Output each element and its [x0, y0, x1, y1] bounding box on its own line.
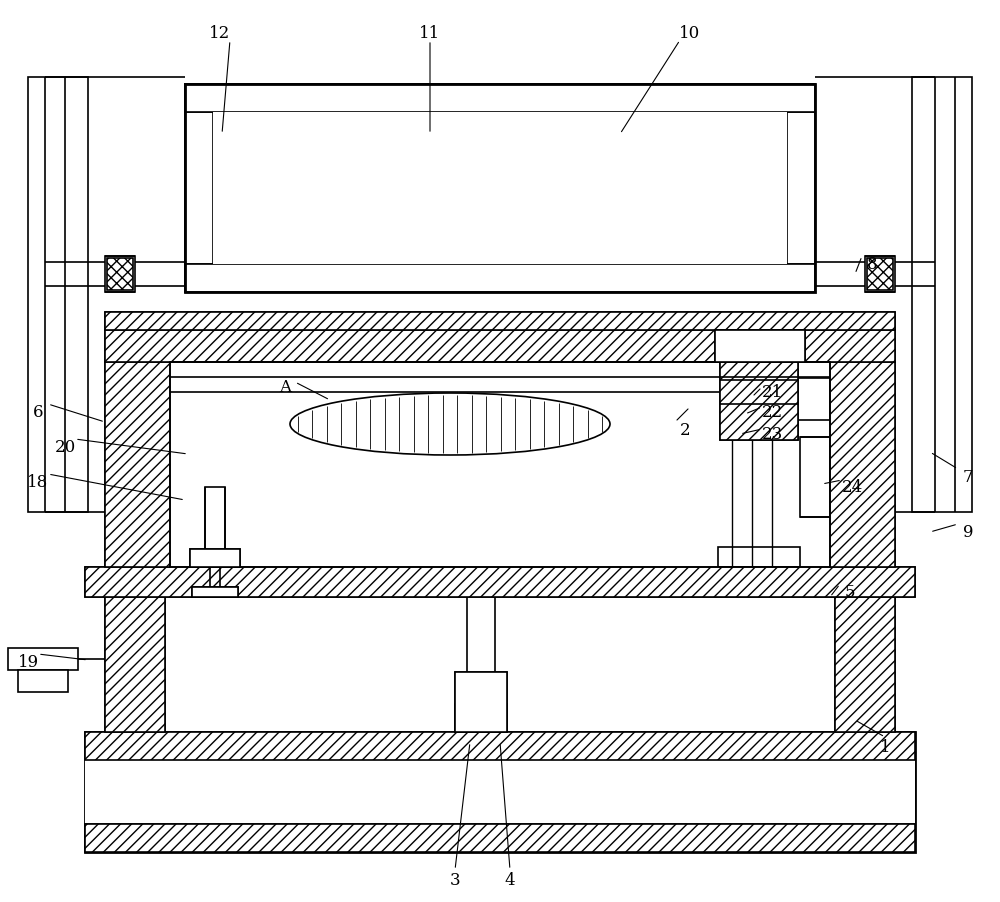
Text: A: A	[279, 379, 291, 396]
Bar	[85, 760, 915, 824]
Bar	[105, 257, 135, 292]
Bar	[800, 437, 830, 518]
Bar	[715, 331, 805, 363]
Bar	[830, 363, 895, 567]
Bar	[105, 597, 165, 732]
Text: 3: 3	[450, 871, 460, 888]
Bar	[105, 313, 895, 331]
Bar	[455, 672, 507, 732]
Text: 22: 22	[761, 404, 783, 421]
Bar	[185, 264, 815, 292]
Text: 7: 7	[963, 469, 973, 486]
Text: 11: 11	[419, 24, 441, 41]
Bar	[865, 257, 895, 292]
Bar	[455, 672, 507, 732]
Bar	[213, 113, 787, 264]
Bar	[28, 78, 88, 512]
Bar	[190, 549, 240, 567]
Text: 8: 8	[867, 256, 877, 273]
Bar	[185, 264, 815, 292]
Bar	[170, 363, 830, 567]
Bar	[830, 363, 895, 567]
Bar	[18, 670, 68, 692]
Bar	[185, 85, 815, 292]
Text: 21: 21	[761, 384, 783, 401]
Bar	[185, 85, 815, 113]
Text: 18: 18	[27, 474, 49, 491]
Bar	[105, 331, 895, 363]
Bar	[205, 487, 225, 567]
Bar	[85, 732, 915, 760]
Bar	[835, 597, 895, 732]
Bar	[190, 549, 240, 567]
Bar	[105, 331, 895, 363]
Bar	[8, 649, 78, 670]
Bar	[192, 587, 238, 597]
Bar	[867, 259, 893, 290]
Bar	[185, 85, 213, 292]
Bar	[787, 85, 815, 292]
Bar	[715, 331, 805, 363]
Bar	[107, 259, 133, 290]
Bar	[170, 363, 830, 567]
Text: 12: 12	[209, 24, 231, 41]
Bar	[105, 597, 165, 732]
Text: 23: 23	[761, 426, 783, 443]
Text: 6: 6	[33, 404, 43, 421]
Bar	[787, 85, 815, 292]
Text: 1: 1	[880, 739, 890, 756]
Bar	[85, 567, 915, 597]
Bar	[105, 313, 895, 331]
Text: 24: 24	[841, 479, 863, 496]
Bar	[718, 548, 800, 567]
Bar	[798, 379, 830, 420]
Bar	[720, 363, 798, 440]
Text: 2: 2	[680, 422, 690, 439]
Text: 10: 10	[679, 24, 701, 41]
Bar	[185, 85, 815, 113]
Bar	[85, 732, 915, 852]
Bar	[455, 704, 507, 732]
Bar	[720, 363, 798, 440]
Bar	[835, 597, 895, 732]
Bar	[85, 567, 915, 597]
Text: 5: 5	[845, 584, 855, 601]
Bar	[912, 78, 972, 512]
Bar	[105, 363, 170, 567]
Bar	[192, 587, 238, 597]
Text: 4: 4	[505, 871, 515, 888]
Text: 20: 20	[54, 439, 76, 456]
Bar	[105, 363, 170, 567]
Bar	[85, 824, 915, 852]
Text: 9: 9	[963, 524, 973, 541]
Text: 19: 19	[17, 654, 39, 671]
Bar	[85, 824, 915, 852]
Ellipse shape	[290, 393, 610, 456]
Bar	[185, 85, 213, 292]
